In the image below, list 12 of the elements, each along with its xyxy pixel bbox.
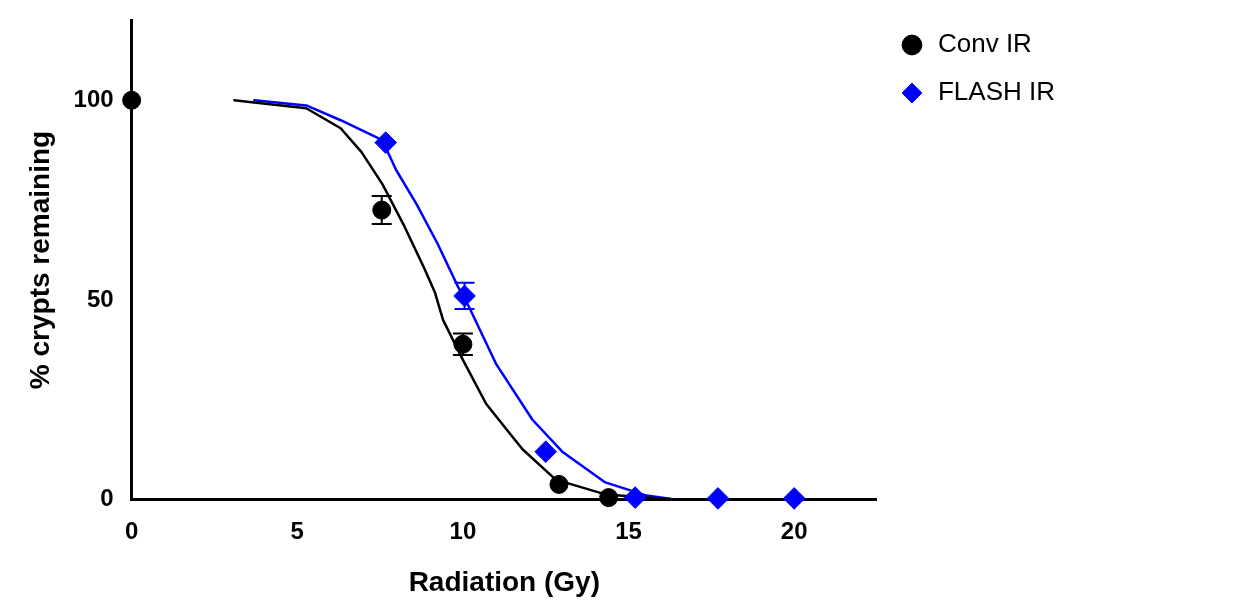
- y-tick-label: 0: [100, 484, 114, 512]
- y-axis-title: % crypts remaining: [23, 130, 55, 390]
- x-tick-label: 10: [449, 516, 477, 544]
- x-tick-label: 5: [290, 516, 304, 544]
- x-axis-title: Radiation (Gy): [408, 565, 600, 597]
- y-tick-label: 100: [73, 84, 114, 112]
- legend-label: FLASH IR: [937, 76, 1056, 107]
- y-tick-label: 50: [86, 284, 114, 312]
- x-tick-label: 15: [615, 516, 642, 544]
- legend-label: Conv IR: [937, 28, 1032, 59]
- x-tick-label: 20: [780, 516, 808, 544]
- x-tick-label: 0: [124, 516, 139, 544]
